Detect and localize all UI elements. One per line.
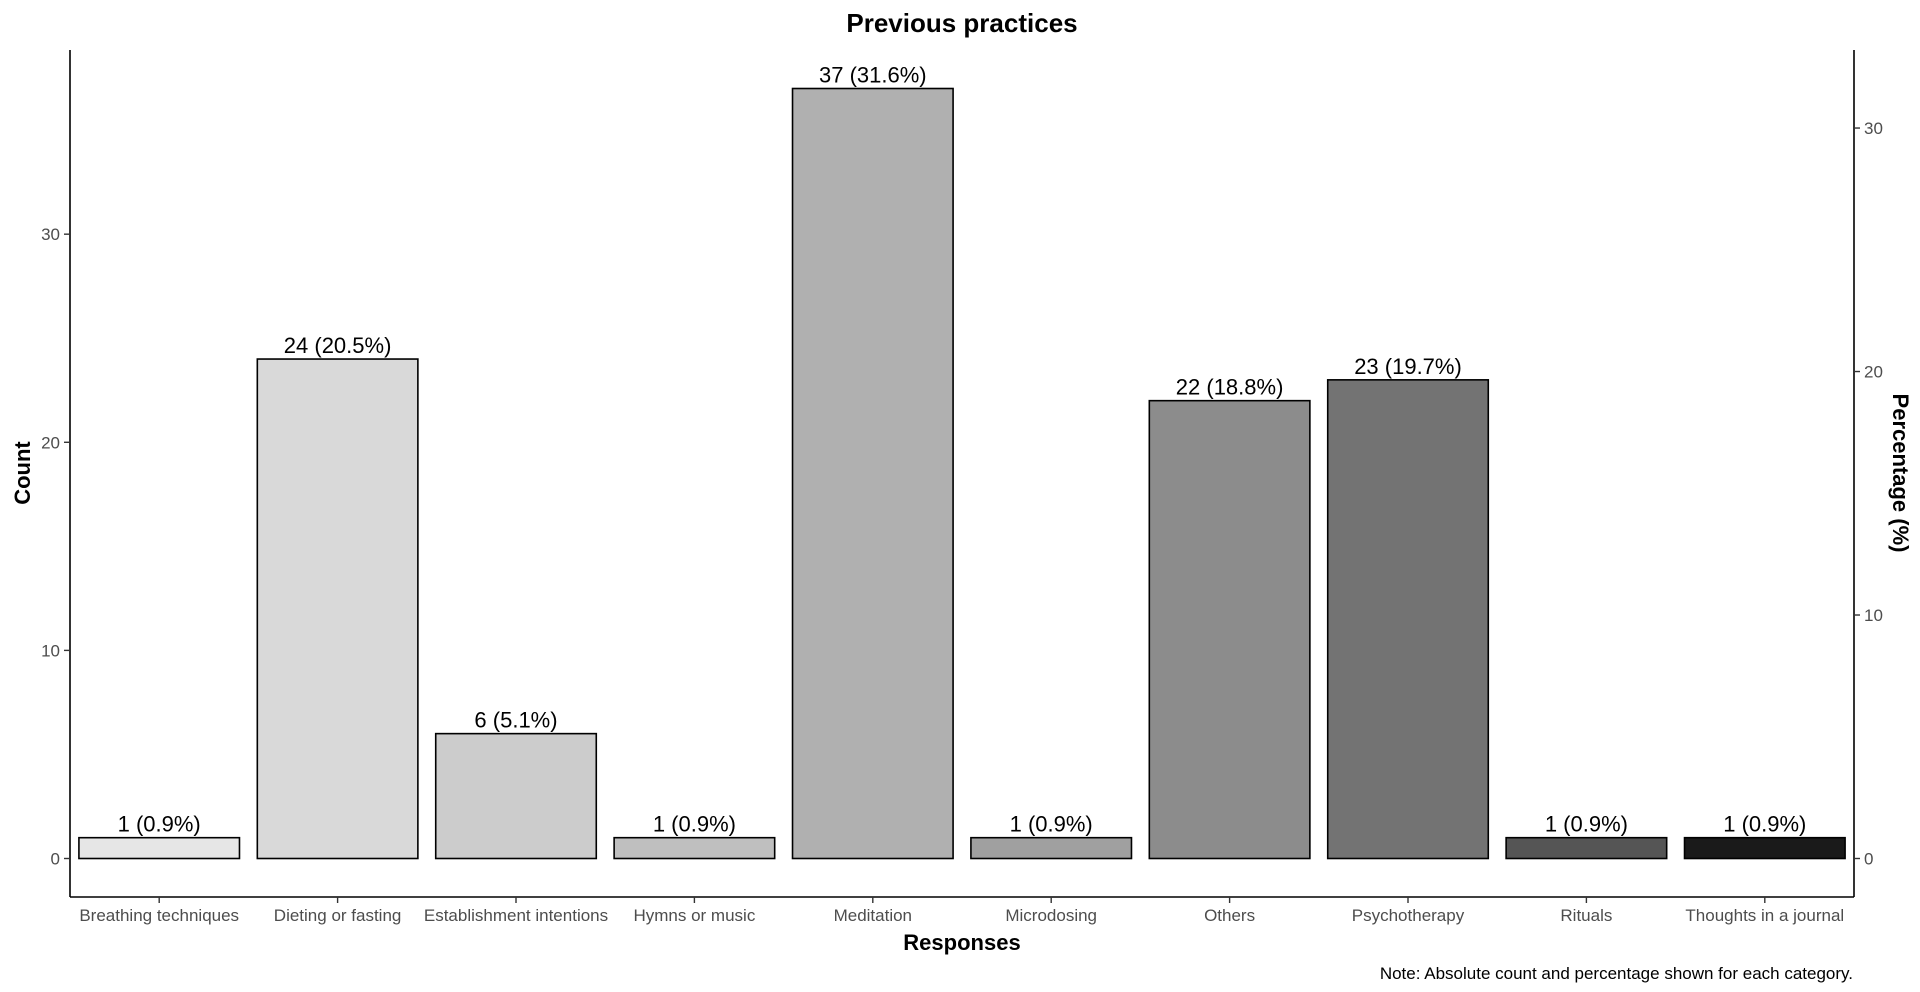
y-tick-label-3: 30 bbox=[41, 225, 60, 244]
bar-label-8: 1 (0.9%) bbox=[1545, 812, 1628, 837]
y-axis-title: Count bbox=[10, 441, 35, 505]
x-axis-title: Responses bbox=[903, 930, 1020, 955]
bar-8 bbox=[1505, 836, 1668, 860]
bar-9 bbox=[1683, 836, 1846, 860]
y-tick-label-2: 20 bbox=[41, 433, 60, 452]
y-ticks-right: 0 10 20 30 bbox=[1854, 119, 1883, 869]
y-ticks-left: 0 10 20 30 bbox=[41, 225, 70, 869]
bar-label-1: 24 (20.5%) bbox=[284, 333, 392, 358]
bar-label-3: 1 (0.9%) bbox=[653, 812, 736, 837]
bar-2 bbox=[434, 732, 598, 860]
x-tick-label-2: Establishment intentions bbox=[424, 906, 608, 925]
bar-label-7: 23 (19.7%) bbox=[1354, 354, 1462, 379]
bar-label-9: 1 (0.9%) bbox=[1723, 812, 1806, 837]
bar-label-5: 1 (0.9%) bbox=[1010, 812, 1093, 837]
y-tick-label-0: 0 bbox=[51, 850, 60, 869]
y-tick-label-1: 10 bbox=[41, 641, 60, 660]
x-tick-label-7: Psychotherapy bbox=[1352, 906, 1465, 925]
bar-label-6: 22 (18.8%) bbox=[1176, 375, 1284, 400]
bar-0 bbox=[78, 836, 241, 860]
bar-7 bbox=[1326, 379, 1490, 860]
bar-labels-group: 1 (0.9%) 24 (20.5%) 6 (5.1%) 1 (0.9%) 37 (31… bbox=[118, 63, 1807, 837]
bars-group bbox=[78, 87, 1846, 860]
x-tick-label-6: Others bbox=[1204, 906, 1255, 925]
bar-1 bbox=[256, 358, 419, 860]
bar-4 bbox=[791, 87, 954, 860]
x-ticks: Breathing techniques Dieting or fasting Es… bbox=[79, 897, 1844, 925]
y2-tick-label-0: 0 bbox=[1864, 850, 1873, 869]
x-tick-label-9: Thoughts in a journal bbox=[1685, 906, 1844, 925]
bar-3 bbox=[613, 836, 776, 860]
x-tick-label-3: Hymns or music bbox=[633, 906, 755, 925]
chart-note: Note: Absolute count and percentage show… bbox=[1380, 964, 1853, 983]
bar-label-4: 37 (31.6%) bbox=[819, 63, 927, 88]
bar-6 bbox=[1148, 399, 1311, 860]
x-tick-label-8: Rituals bbox=[1560, 906, 1612, 925]
bar-label-0: 1 (0.9%) bbox=[118, 812, 201, 837]
x-tick-label-4: Meditation bbox=[834, 906, 912, 925]
x-tick-label-5: Microdosing bbox=[1005, 906, 1097, 925]
chart-title: Previous practices bbox=[846, 8, 1077, 38]
x-tick-label-0: Breathing techniques bbox=[79, 906, 239, 925]
y2-tick-label-2: 20 bbox=[1864, 363, 1883, 382]
y2-axis-title: Percentage (%) bbox=[1888, 394, 1913, 553]
bar-5 bbox=[970, 836, 1133, 860]
bar-label-2: 6 (5.1%) bbox=[474, 708, 557, 733]
y2-tick-label-3: 30 bbox=[1864, 119, 1883, 138]
y2-tick-label-1: 10 bbox=[1864, 606, 1883, 625]
x-tick-label-1: Dieting or fasting bbox=[274, 906, 402, 925]
